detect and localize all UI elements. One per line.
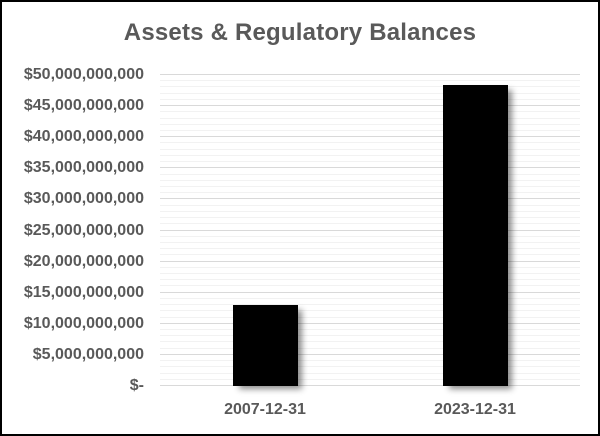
gridline-minor [160, 285, 580, 287]
gridline-minor [160, 341, 580, 343]
gridline-minor [160, 161, 580, 163]
gridline-major [160, 167, 580, 169]
gridline-major [160, 229, 580, 231]
y-axis-tick-label: $5,000,000,000 [32, 345, 144, 363]
gridline-minor [160, 86, 580, 88]
y-axis-tick-label: $35,000,000,000 [23, 159, 144, 177]
y-axis-tick-label: $25,000,000,000 [23, 221, 144, 239]
gridline-minor [160, 192, 580, 194]
gridline-minor [160, 273, 580, 275]
gridline-minor [160, 98, 580, 100]
gridline-minor [160, 310, 580, 312]
gridline-minor [160, 173, 580, 175]
gridline-major [160, 385, 580, 386]
gridline-minor [160, 185, 580, 187]
gridline-minor [160, 223, 580, 225]
gridline-minor [160, 204, 580, 206]
gridline-minor [160, 347, 580, 349]
gridline-minor [160, 210, 580, 212]
gridline-minor [160, 366, 580, 368]
chart-title: Assets & Regulatory Balances [123, 19, 477, 46]
gridline-minor [160, 378, 580, 380]
gridline-minor [160, 92, 580, 94]
y-axis-tick-label: $20,000,000,000 [23, 252, 144, 270]
gridline-minor [160, 111, 580, 113]
y-axis-tick-label: $45,000,000,000 [23, 97, 144, 115]
gridline-minor [160, 80, 580, 82]
gridline-minor [160, 142, 580, 144]
gridline-minor [160, 148, 580, 150]
x-axis-category-label: 2007-12-31 [224, 401, 306, 418]
gridline-minor [160, 117, 580, 119]
gridline-minor [160, 248, 580, 250]
gridline-minor [160, 279, 580, 281]
gridline-minor [160, 372, 580, 374]
gridline-minor [160, 235, 580, 237]
gridline-minor [160, 316, 580, 318]
bar-2007-12-31 [232, 305, 298, 386]
gridline-minor [160, 129, 580, 131]
bar-2023-12-31 [442, 85, 508, 386]
gridline-major [160, 353, 580, 355]
gridline-minor [160, 329, 580, 331]
gridline-minor [160, 254, 580, 256]
gridline-major [160, 322, 580, 324]
gridline-major [160, 198, 580, 200]
plot-area [160, 74, 580, 386]
gridline-minor [160, 360, 580, 362]
y-axis-tick-label: $- [129, 377, 144, 394]
gridline-minor [160, 335, 580, 337]
y-axis-tick-label: $30,000,000,000 [23, 190, 144, 208]
y-axis-tick-label: $50,000,000,000 [23, 66, 144, 83]
x-axis-category-label: 2023-12-31 [434, 401, 516, 418]
y-axis-tick-label: $15,000,000,000 [23, 283, 144, 301]
gridline-minor [160, 217, 580, 219]
gridline-major [160, 260, 580, 262]
gridline-major [160, 136, 580, 138]
gridline-minor [160, 154, 580, 156]
gridline-minor [160, 123, 580, 125]
gridline-major [160, 291, 580, 293]
gridline-major [160, 74, 580, 75]
y-axis-tick-label: $40,000,000,000 [23, 128, 144, 146]
gridline-minor [160, 241, 580, 243]
gridline-major [160, 105, 580, 107]
gridline-minor [160, 304, 580, 306]
gridline-minor [160, 297, 580, 299]
gridline-minor [160, 179, 580, 181]
y-axis-tick-label: $10,000,000,000 [23, 314, 144, 332]
gridline-minor [160, 266, 580, 268]
